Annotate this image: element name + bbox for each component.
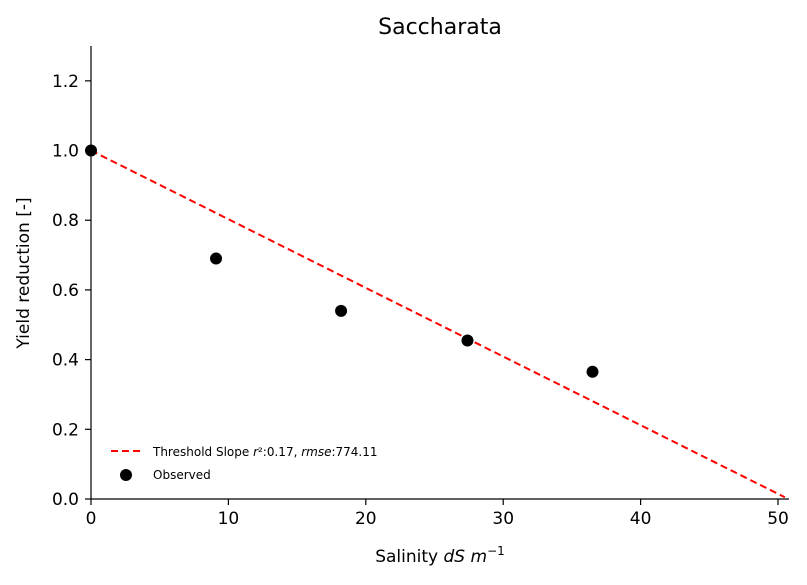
- data-point: [335, 304, 348, 317]
- y-tick-label: 0.0: [52, 490, 79, 510]
- x-tick-label: 40: [630, 509, 652, 529]
- x-tick-label: 0: [86, 509, 97, 529]
- x-tick-label: 20: [355, 509, 377, 529]
- y-tick-label: 0.8: [52, 211, 79, 231]
- data-point: [461, 334, 474, 347]
- y-tick-label: 1.0: [52, 142, 79, 162]
- y-tick-label: 0.6: [52, 281, 79, 301]
- y-axis-label: Yield reduction [-]: [14, 197, 34, 349]
- y-tick-label: 0.2: [52, 420, 79, 440]
- data-point: [210, 252, 223, 265]
- fit-line: [90, 149, 786, 499]
- x-tick-label: 30: [492, 509, 514, 529]
- x-axis-label: Salinity dS m−1: [375, 544, 505, 567]
- y-ticks: 0.0 0.2 0.4 0.6 0.8 1.0 1.2: [52, 72, 91, 510]
- x-ticks: 0 10 20 30 40 50: [86, 499, 789, 529]
- x-tick-label: 10: [218, 509, 240, 529]
- plot-area: [85, 144, 786, 499]
- y-tick-label: 1.2: [52, 72, 79, 92]
- chart-title: Saccharata: [378, 15, 502, 40]
- legend-observed-swatch: [120, 469, 132, 481]
- y-tick-label: 0.4: [52, 351, 79, 371]
- legend-fit-label: Threshold Slope r²:0.17, rmse:774.11: [152, 445, 378, 459]
- legend: Threshold Slope r²:0.17, rmse:774.11 Obse…: [111, 445, 378, 482]
- data-point: [586, 365, 599, 378]
- x-tick-label: 50: [767, 509, 789, 529]
- legend-observed-label: Observed: [153, 468, 211, 482]
